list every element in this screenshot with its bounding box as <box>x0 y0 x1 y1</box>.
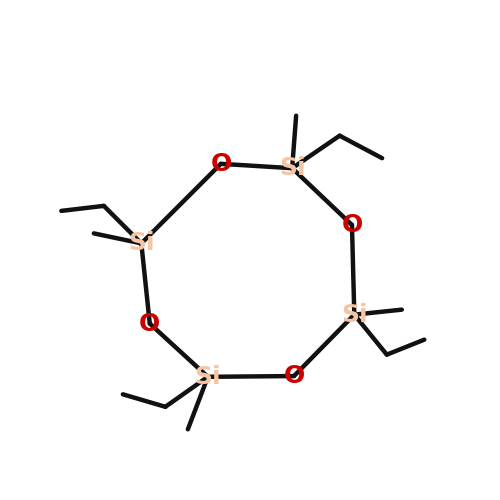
Text: O: O <box>210 152 232 176</box>
Text: Si: Si <box>128 232 154 256</box>
Text: O: O <box>342 213 362 237</box>
Text: O: O <box>139 312 160 336</box>
Text: Si: Si <box>279 156 305 180</box>
Text: O: O <box>284 364 304 388</box>
Text: Si: Si <box>341 302 367 326</box>
Text: Si: Si <box>194 365 221 389</box>
